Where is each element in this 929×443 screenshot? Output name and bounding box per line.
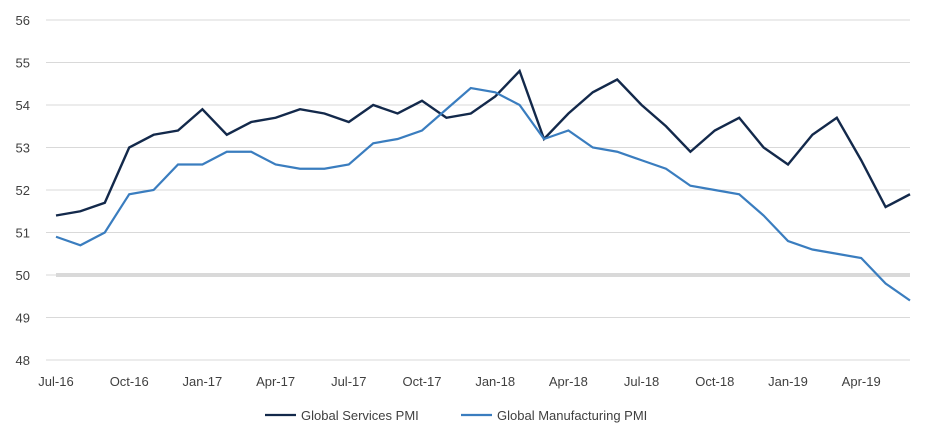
x-tick-label: Apr-18 <box>549 374 588 389</box>
x-tick-label: Apr-19 <box>842 374 881 389</box>
x-axis: Jul-16 Oct-16 Jan-17 Apr-17 Jul-17 Oct-17 Jan-… <box>38 374 880 389</box>
legend: Global Services PMI Global Manufacturing… <box>265 408 647 423</box>
y-tick-label: 50 <box>16 268 30 283</box>
x-tick-label: Jan-17 <box>183 374 223 389</box>
y-tick-label: 48 <box>16 353 30 368</box>
gridlines <box>46 19 910 361</box>
x-tick-label: Oct-17 <box>402 374 441 389</box>
x-tick-label: Oct-16 <box>110 374 149 389</box>
series-line-manufacturing <box>55 86 911 302</box>
series-line-services <box>55 68 911 217</box>
x-tick-label: Oct-18 <box>695 374 734 389</box>
legend-label-manufacturing: Global Manufacturing PMI <box>497 408 647 423</box>
y-tick-label: 51 <box>16 226 30 241</box>
y-axis: 48 49 50 51 52 53 54 55 56 <box>16 13 30 368</box>
x-tick-label: Jul-18 <box>624 374 659 389</box>
x-tick-label: Jan-18 <box>475 374 515 389</box>
y-tick-label: 54 <box>16 98 30 113</box>
y-tick-label: 55 <box>16 56 30 71</box>
x-tick-label: Jul-16 <box>38 374 73 389</box>
legend-label-services: Global Services PMI <box>301 408 419 423</box>
series-layer <box>55 68 911 302</box>
x-tick-label: Jul-17 <box>331 374 366 389</box>
y-tick-label: 53 <box>16 141 30 156</box>
x-tick-label: Apr-17 <box>256 374 295 389</box>
y-tick-label: 56 <box>16 13 30 28</box>
x-tick-label: Jan-19 <box>768 374 808 389</box>
y-tick-label: 49 <box>16 311 30 326</box>
y-tick-label: 52 <box>16 183 30 198</box>
